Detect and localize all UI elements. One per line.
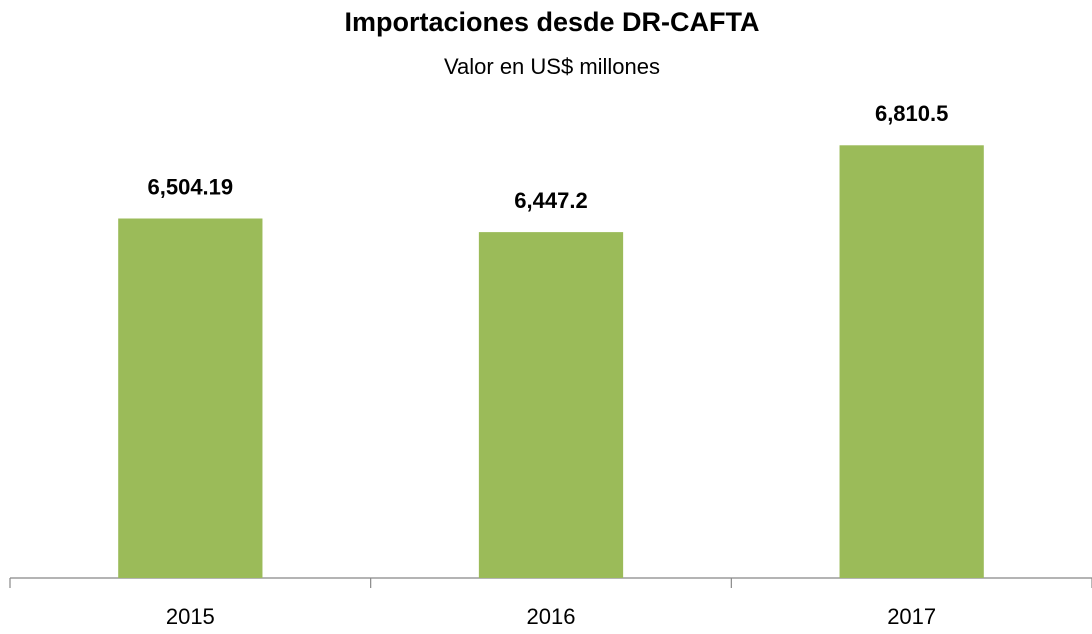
chart-title: Importaciones desde DR-CAFTA: [344, 7, 759, 37]
x-tick-label: 2015: [166, 604, 215, 629]
value-label: 6,447.2: [514, 188, 587, 213]
value-label: 6,504.19: [148, 174, 234, 199]
bar: [478, 232, 624, 578]
bar: [839, 145, 984, 578]
bar: [118, 218, 263, 578]
x-tick-label: 2016: [527, 604, 576, 629]
value-label: 6,810.5: [875, 101, 948, 126]
x-tick-label: 2017: [887, 604, 936, 629]
chart-subtitle: Valor en US$ millones: [444, 54, 660, 79]
